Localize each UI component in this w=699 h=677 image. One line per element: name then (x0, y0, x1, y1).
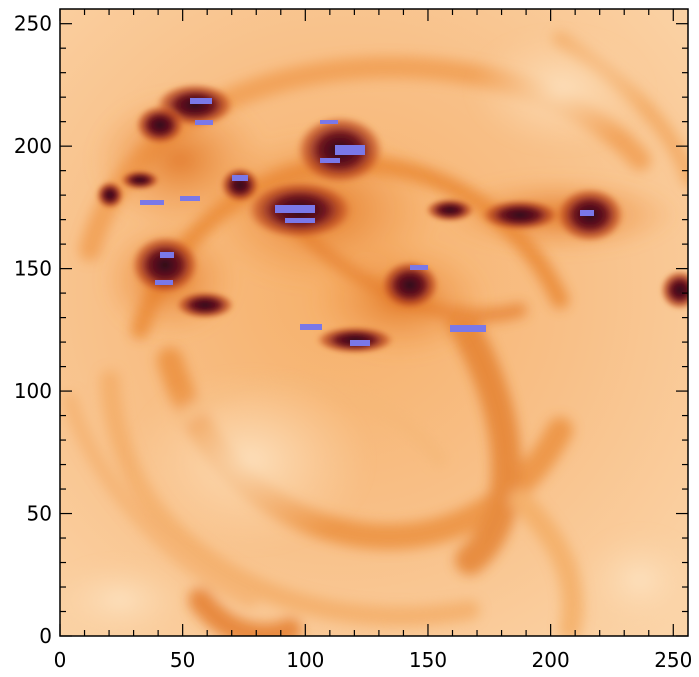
y-tick-label: 100 (14, 379, 52, 403)
x-tick-label: 150 (409, 648, 447, 672)
solar-image (60, 9, 688, 636)
y-tick-label: 50 (27, 502, 52, 526)
saturated-pixels (140, 98, 594, 346)
x-tick-label: 200 (532, 648, 570, 672)
y-tick-label: 0 (39, 624, 52, 648)
y-tick-label: 250 (14, 12, 52, 36)
x-axis: 0 50 100 150 200 250 (54, 9, 692, 672)
x-tick-label: 0 (54, 648, 67, 672)
y-axis: 0 50 100 150 200 250 (14, 12, 688, 648)
plot-frame (59, 8, 689, 637)
x-tick-label: 250 (654, 648, 692, 672)
x-tick-label: 50 (170, 648, 195, 672)
y-tick-label: 150 (14, 257, 52, 281)
pale-regions (60, 30, 688, 636)
x-tick-label: 100 (286, 648, 324, 672)
y-tick-label: 200 (14, 134, 52, 158)
